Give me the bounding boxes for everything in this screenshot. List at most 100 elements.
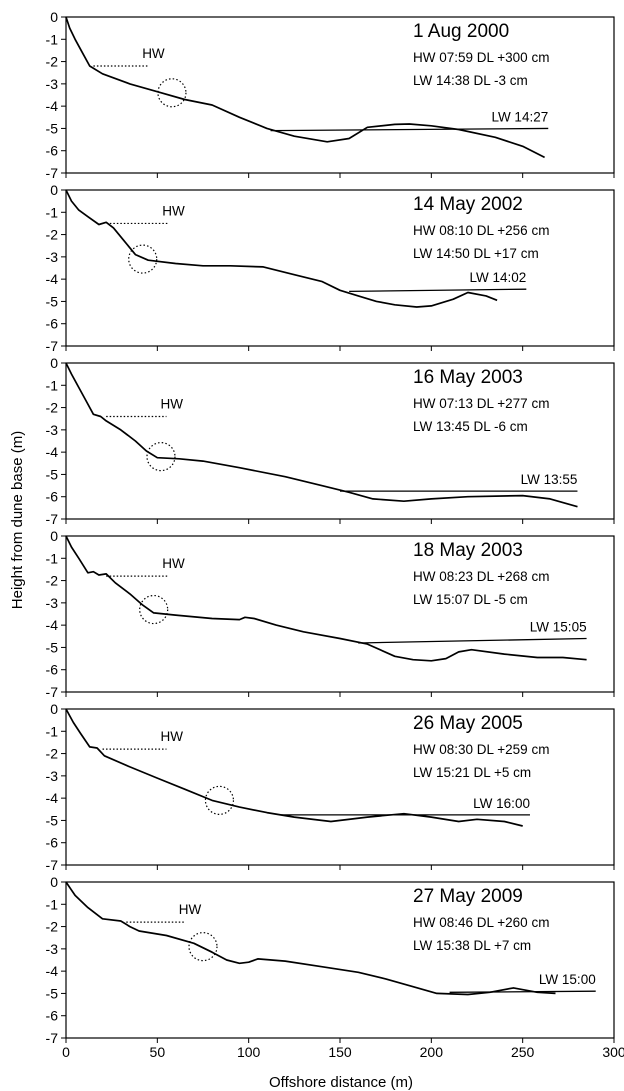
- y-tick-label: -4: [46, 444, 59, 460]
- lw-info: LW 13:45 DL -6 cm: [413, 419, 528, 434]
- hw-info: HW 08:46 DL +260 cm: [413, 915, 549, 930]
- y-tick-label: -6: [46, 489, 59, 505]
- lw-label: LW 15:00: [539, 972, 596, 987]
- y-tick-label: -5: [46, 812, 59, 828]
- y-tick-label: -1: [46, 896, 59, 912]
- lw-info: LW 15:38 DL +7 cm: [413, 938, 531, 953]
- panels-group: 0 -1 -2 -3 -4 -5 -6 -7 HW LW 14:27 1 Aug 2000 HW 07…: [46, 9, 624, 1060]
- dotted-circle-marker: [139, 594, 169, 625]
- panel-6: 0 -1 -2 -3 -4 -5 -6 -7 HW LW 15:00 27 May 2009 HW 0…: [46, 874, 615, 1046]
- y-tick-label: 0: [50, 9, 58, 25]
- panel-frame: [65, 708, 615, 866]
- x-tick-label: 0: [62, 1044, 70, 1060]
- lw-label: LW 15:05: [530, 620, 587, 635]
- y-tick-label: -5: [46, 120, 59, 136]
- lw-label: LW 13:55: [521, 472, 578, 487]
- y-tick-label: -3: [46, 249, 59, 265]
- y-tick-label: 0: [50, 528, 58, 544]
- panel-frame: [65, 535, 615, 693]
- hw-label: HW: [142, 46, 165, 61]
- y-tick-label: -5: [46, 639, 59, 655]
- y-tick-label: -2: [46, 400, 59, 416]
- y-tick-label: -5: [46, 985, 59, 1001]
- y-tick-label: -1: [46, 377, 59, 393]
- x-tick-label: 150: [328, 1044, 352, 1060]
- panel-5: 0 -1 -2 -3 -4 -5 -6 -7 HW LW 16:00 26 May 2005 HW 0…: [46, 701, 615, 873]
- dotted-circle-marker: [204, 785, 235, 815]
- x-tick-label: 100: [237, 1044, 261, 1060]
- panel-frame: [65, 881, 615, 1039]
- panel-date: 14 May 2002: [413, 194, 523, 215]
- y-tick-label: -3: [46, 76, 59, 92]
- y-tick-label: -4: [46, 963, 59, 979]
- lw-level-line: [358, 637, 587, 644]
- y-tick-label: -4: [46, 617, 59, 633]
- profile-line: [65, 535, 587, 662]
- y-tick-label: -3: [46, 941, 59, 957]
- hw-info: HW 07:13 DL +277 cm: [413, 396, 549, 411]
- y-tick-label: -7: [46, 684, 59, 700]
- x-tick-label: 200: [420, 1044, 444, 1060]
- hw-info: HW 07:59 DL +300 cm: [413, 50, 549, 65]
- hw-info: HW 08:10 DL +256 cm: [413, 223, 549, 238]
- y-tick-label: -3: [46, 422, 59, 438]
- y-axis-title: Height from dune base (m): [9, 431, 26, 609]
- y-tick-label: -4: [46, 271, 59, 287]
- hw-info: HW 08:23 DL +268 cm: [413, 569, 549, 584]
- hw-label: HW: [160, 396, 183, 411]
- y-tick-label: 0: [50, 182, 58, 198]
- hw-label: HW: [162, 556, 185, 571]
- lw-label: LW 14:27: [491, 109, 548, 124]
- profile-line: [65, 189, 498, 308]
- y-tick-label: -2: [46, 573, 59, 589]
- lw-info: LW 15:07 DL -5 cm: [413, 592, 528, 607]
- y-tick-label: -7: [46, 165, 59, 181]
- panel-date: 1 Aug 2000: [413, 21, 509, 42]
- hw-info: HW 08:30 DL +259 cm: [413, 742, 549, 757]
- x-axis-title: Offshore distance (m): [269, 1074, 413, 1091]
- dotted-circle-marker: [157, 78, 187, 108]
- lw-info: LW 14:50 DL +17 cm: [413, 246, 539, 261]
- x-tick-label: 50: [150, 1044, 166, 1060]
- y-tick-label: -3: [46, 595, 59, 611]
- y-tick-label: 0: [50, 874, 58, 890]
- y-tick-label: 0: [50, 701, 58, 717]
- panel-3: 0 -1 -2 -3 -4 -5 -6 -7 HW LW 13:55 16 May 2003 HW 0…: [46, 355, 615, 527]
- lw-level-line: [270, 127, 549, 132]
- profile-line: [65, 708, 523, 827]
- profile-line: [65, 362, 578, 508]
- y-tick-label: -1: [46, 204, 59, 220]
- panel-frame: [65, 189, 615, 347]
- y-tick-label: -1: [46, 550, 59, 566]
- y-tick-label: -6: [46, 835, 59, 851]
- panel-date: 26 May 2005: [413, 713, 523, 734]
- y-tick-label: -7: [46, 511, 59, 527]
- panel-frame: [65, 362, 615, 520]
- x-tick-label: 300: [602, 1044, 624, 1060]
- y-tick-label: -4: [46, 98, 59, 114]
- x-tick-label: 250: [511, 1044, 535, 1060]
- y-tick-label: -2: [46, 919, 59, 935]
- hw-label: HW: [162, 203, 185, 218]
- hw-label: HW: [179, 902, 202, 917]
- panel-4: 0 -1 -2 -3 -4 -5 -6 -7 HW LW 15:05 18 May 2003 HW 0…: [46, 528, 615, 700]
- panel-date: 16 May 2003: [413, 367, 523, 388]
- lw-info: LW 15:21 DL +5 cm: [413, 765, 531, 780]
- y-tick-label: -7: [46, 338, 59, 354]
- profile-line: [65, 881, 556, 996]
- y-tick-label: -6: [46, 316, 59, 332]
- y-tick-label: -7: [46, 1030, 59, 1046]
- y-tick-label: -1: [46, 723, 59, 739]
- lw-info: LW 14:38 DL -3 cm: [413, 73, 528, 88]
- dotted-circle-marker: [128, 244, 158, 274]
- y-tick-label: -1: [46, 31, 59, 47]
- dotted-circle-marker: [146, 442, 176, 472]
- hw-label: HW: [160, 729, 183, 744]
- y-tick-label: -5: [46, 293, 59, 309]
- y-tick-label: -6: [46, 143, 59, 159]
- y-tick-label: -2: [46, 54, 59, 70]
- y-tick-label: -3: [46, 768, 59, 784]
- y-tick-label: -4: [46, 790, 59, 806]
- dotted-circle-marker: [188, 932, 218, 962]
